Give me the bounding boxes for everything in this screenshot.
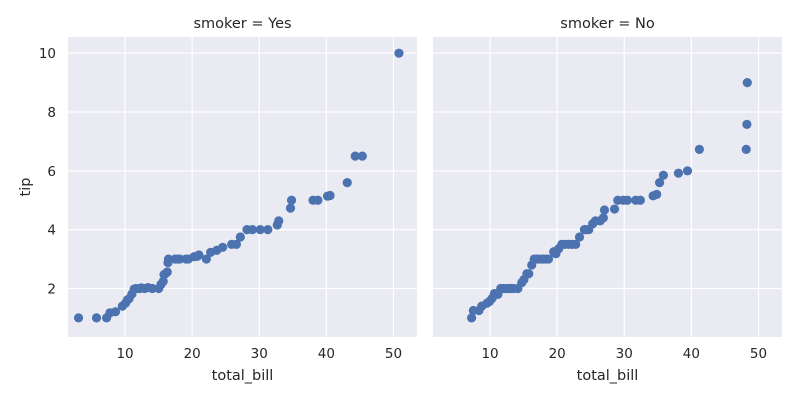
data-point — [194, 250, 204, 260]
y-tick-label: 2 — [47, 281, 56, 297]
data-point — [652, 189, 662, 199]
data-point — [394, 48, 404, 58]
data-point — [73, 313, 84, 323]
data-point — [263, 225, 273, 235]
data-point — [274, 216, 284, 226]
data-point — [147, 283, 157, 294]
panel-smoker-no: 10 20 30 40 50 smoker = No total_bill — [433, 16, 782, 384]
data-point — [255, 225, 265, 235]
panel-title-smoker-no: smoker = No — [560, 16, 655, 32]
data-point — [742, 119, 752, 129]
data-point — [325, 190, 335, 201]
data-point — [162, 267, 172, 277]
y-tick-label: 4 — [47, 223, 56, 239]
data-point — [635, 195, 645, 205]
data-point — [673, 168, 684, 178]
data-point — [682, 166, 693, 176]
data-point — [654, 177, 665, 188]
panel-title-smoker-yes: smoker = Yes — [193, 16, 291, 32]
data-point — [741, 144, 751, 154]
data-point — [285, 203, 296, 213]
data-point — [286, 195, 297, 205]
data-point — [201, 254, 211, 264]
x-tick-label: 50 — [385, 346, 402, 362]
data-point — [235, 232, 245, 242]
data-point — [218, 242, 228, 252]
x-axis-label-smoker-no: total_bill — [577, 368, 639, 384]
plot-area-smoker-yes — [68, 37, 417, 337]
x-tick-labels-smoker-no: 10 20 30 40 50 — [481, 346, 767, 362]
x-tick-labels-smoker-yes: 10 20 30 40 50 — [116, 346, 402, 362]
data-point — [350, 151, 360, 161]
data-point — [163, 254, 174, 264]
y-tick-label: 10 — [39, 46, 56, 62]
data-point — [110, 307, 121, 317]
data-point — [342, 177, 352, 188]
x-tick-label: 20 — [184, 346, 201, 362]
points-smoker-yes — [73, 48, 404, 323]
x-tick-label: 20 — [549, 346, 566, 362]
data-point — [694, 144, 704, 154]
data-point — [231, 239, 241, 249]
data-point — [313, 195, 323, 205]
data-point — [247, 225, 257, 235]
data-point — [524, 269, 534, 279]
data-point — [543, 254, 554, 264]
data-point — [91, 313, 102, 323]
data-point — [599, 205, 610, 215]
data-point — [571, 239, 581, 249]
x-tick-label: 30 — [616, 346, 633, 362]
y-axis-label: tip — [18, 178, 34, 197]
x-tick-label: 30 — [251, 346, 268, 362]
x-tick-label: 10 — [116, 346, 133, 362]
x-tick-label: 50 — [750, 346, 767, 362]
data-point — [609, 204, 620, 214]
data-point — [357, 151, 367, 161]
gridlines-smoker-no — [433, 37, 782, 337]
plot-area-smoker-no — [433, 37, 782, 337]
gridlines-smoker-yes — [68, 37, 417, 337]
data-point — [598, 213, 608, 223]
data-point — [574, 232, 585, 242]
y-tick-label: 6 — [47, 164, 56, 180]
panel-smoker-yes: 10 20 30 40 50 2 4 6 8 10 smoker = Yes total_bil… — [18, 16, 417, 384]
x-tick-label: 10 — [481, 346, 498, 362]
data-point — [742, 77, 752, 88]
data-point — [466, 313, 477, 323]
data-point — [658, 170, 669, 180]
data-point — [622, 195, 632, 205]
y-tick-label: 8 — [47, 105, 56, 121]
x-tick-label: 40 — [318, 346, 335, 362]
x-axis-label-smoker-yes: total_bill — [212, 368, 274, 384]
data-point — [158, 276, 168, 287]
y-tick-labels-smoker-yes: 2 4 6 8 10 — [39, 46, 56, 297]
x-tick-label: 40 — [683, 346, 700, 362]
points-smoker-no — [466, 77, 752, 323]
